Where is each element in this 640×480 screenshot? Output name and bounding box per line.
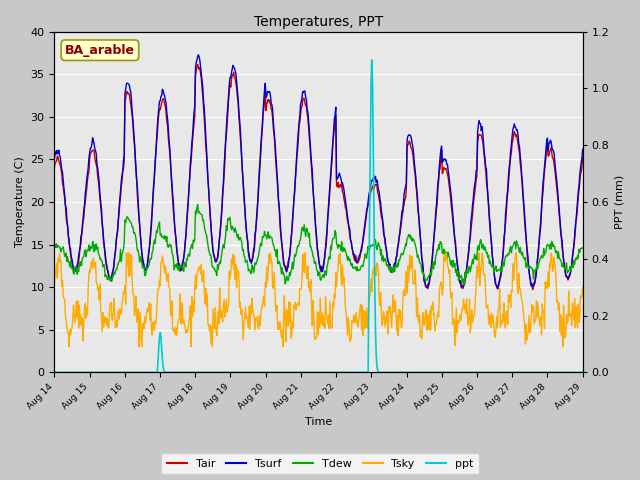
Line: Tsurf: Tsurf bbox=[54, 55, 582, 289]
Legend: Tair, Tsurf, Tdew, Tsky, ppt: Tair, Tsurf, Tdew, Tsky, ppt bbox=[161, 453, 479, 474]
ppt bbox=[368, 57, 376, 63]
ppt bbox=[115, 370, 122, 375]
Tsky bbox=[579, 284, 586, 290]
ppt bbox=[168, 370, 176, 375]
Tsky bbox=[198, 262, 205, 267]
Tsurf bbox=[60, 186, 68, 192]
Tsurf bbox=[196, 64, 204, 70]
Tdew bbox=[60, 249, 68, 255]
Tdew bbox=[194, 202, 202, 207]
Tsurf bbox=[383, 253, 391, 259]
Tdew bbox=[196, 211, 204, 217]
Y-axis label: PPT (mm): PPT (mm) bbox=[615, 175, 625, 229]
Tair bbox=[115, 218, 122, 224]
Tsurf bbox=[168, 180, 176, 186]
Line: Tsky: Tsky bbox=[54, 253, 582, 347]
Tsky bbox=[384, 331, 392, 337]
Tsurf bbox=[493, 286, 501, 292]
Tdew bbox=[461, 283, 468, 288]
Tdew bbox=[115, 261, 122, 267]
Line: Tair: Tair bbox=[54, 64, 582, 289]
Tair bbox=[60, 191, 68, 196]
Tair bbox=[399, 211, 406, 217]
ppt bbox=[399, 370, 406, 375]
ppt bbox=[51, 370, 58, 375]
Line: Tdew: Tdew bbox=[54, 204, 582, 286]
Tdew bbox=[399, 252, 406, 258]
Tsky bbox=[116, 306, 124, 312]
Tdew bbox=[168, 250, 176, 256]
Line: ppt: ppt bbox=[54, 60, 582, 372]
ppt bbox=[579, 370, 586, 375]
Tair bbox=[383, 254, 391, 260]
Tair bbox=[194, 61, 202, 67]
ppt bbox=[383, 370, 391, 375]
Tdew bbox=[579, 245, 586, 251]
Tair bbox=[196, 71, 204, 77]
Tsky bbox=[61, 298, 68, 303]
Tair bbox=[51, 164, 58, 170]
Tdew bbox=[383, 262, 391, 268]
Tsurf bbox=[579, 146, 586, 152]
Tsurf bbox=[399, 208, 406, 214]
Text: BA_arable: BA_arable bbox=[65, 44, 135, 57]
Tair bbox=[529, 287, 536, 292]
Y-axis label: Temperature (C): Temperature (C) bbox=[15, 156, 25, 247]
Title: Temperatures, PPT: Temperatures, PPT bbox=[254, 15, 383, 29]
Tsky bbox=[170, 326, 177, 332]
Tsurf bbox=[195, 52, 202, 58]
Tsurf bbox=[51, 157, 58, 163]
Tsky bbox=[56, 250, 63, 256]
Tsky bbox=[65, 344, 73, 349]
ppt bbox=[60, 370, 68, 375]
Tair bbox=[579, 155, 586, 161]
Tair bbox=[168, 185, 176, 191]
Tsky bbox=[399, 288, 407, 294]
Tdew bbox=[51, 243, 58, 249]
X-axis label: Time: Time bbox=[305, 417, 332, 427]
ppt bbox=[196, 370, 204, 375]
Tsky bbox=[51, 277, 58, 283]
Tsurf bbox=[115, 217, 122, 223]
